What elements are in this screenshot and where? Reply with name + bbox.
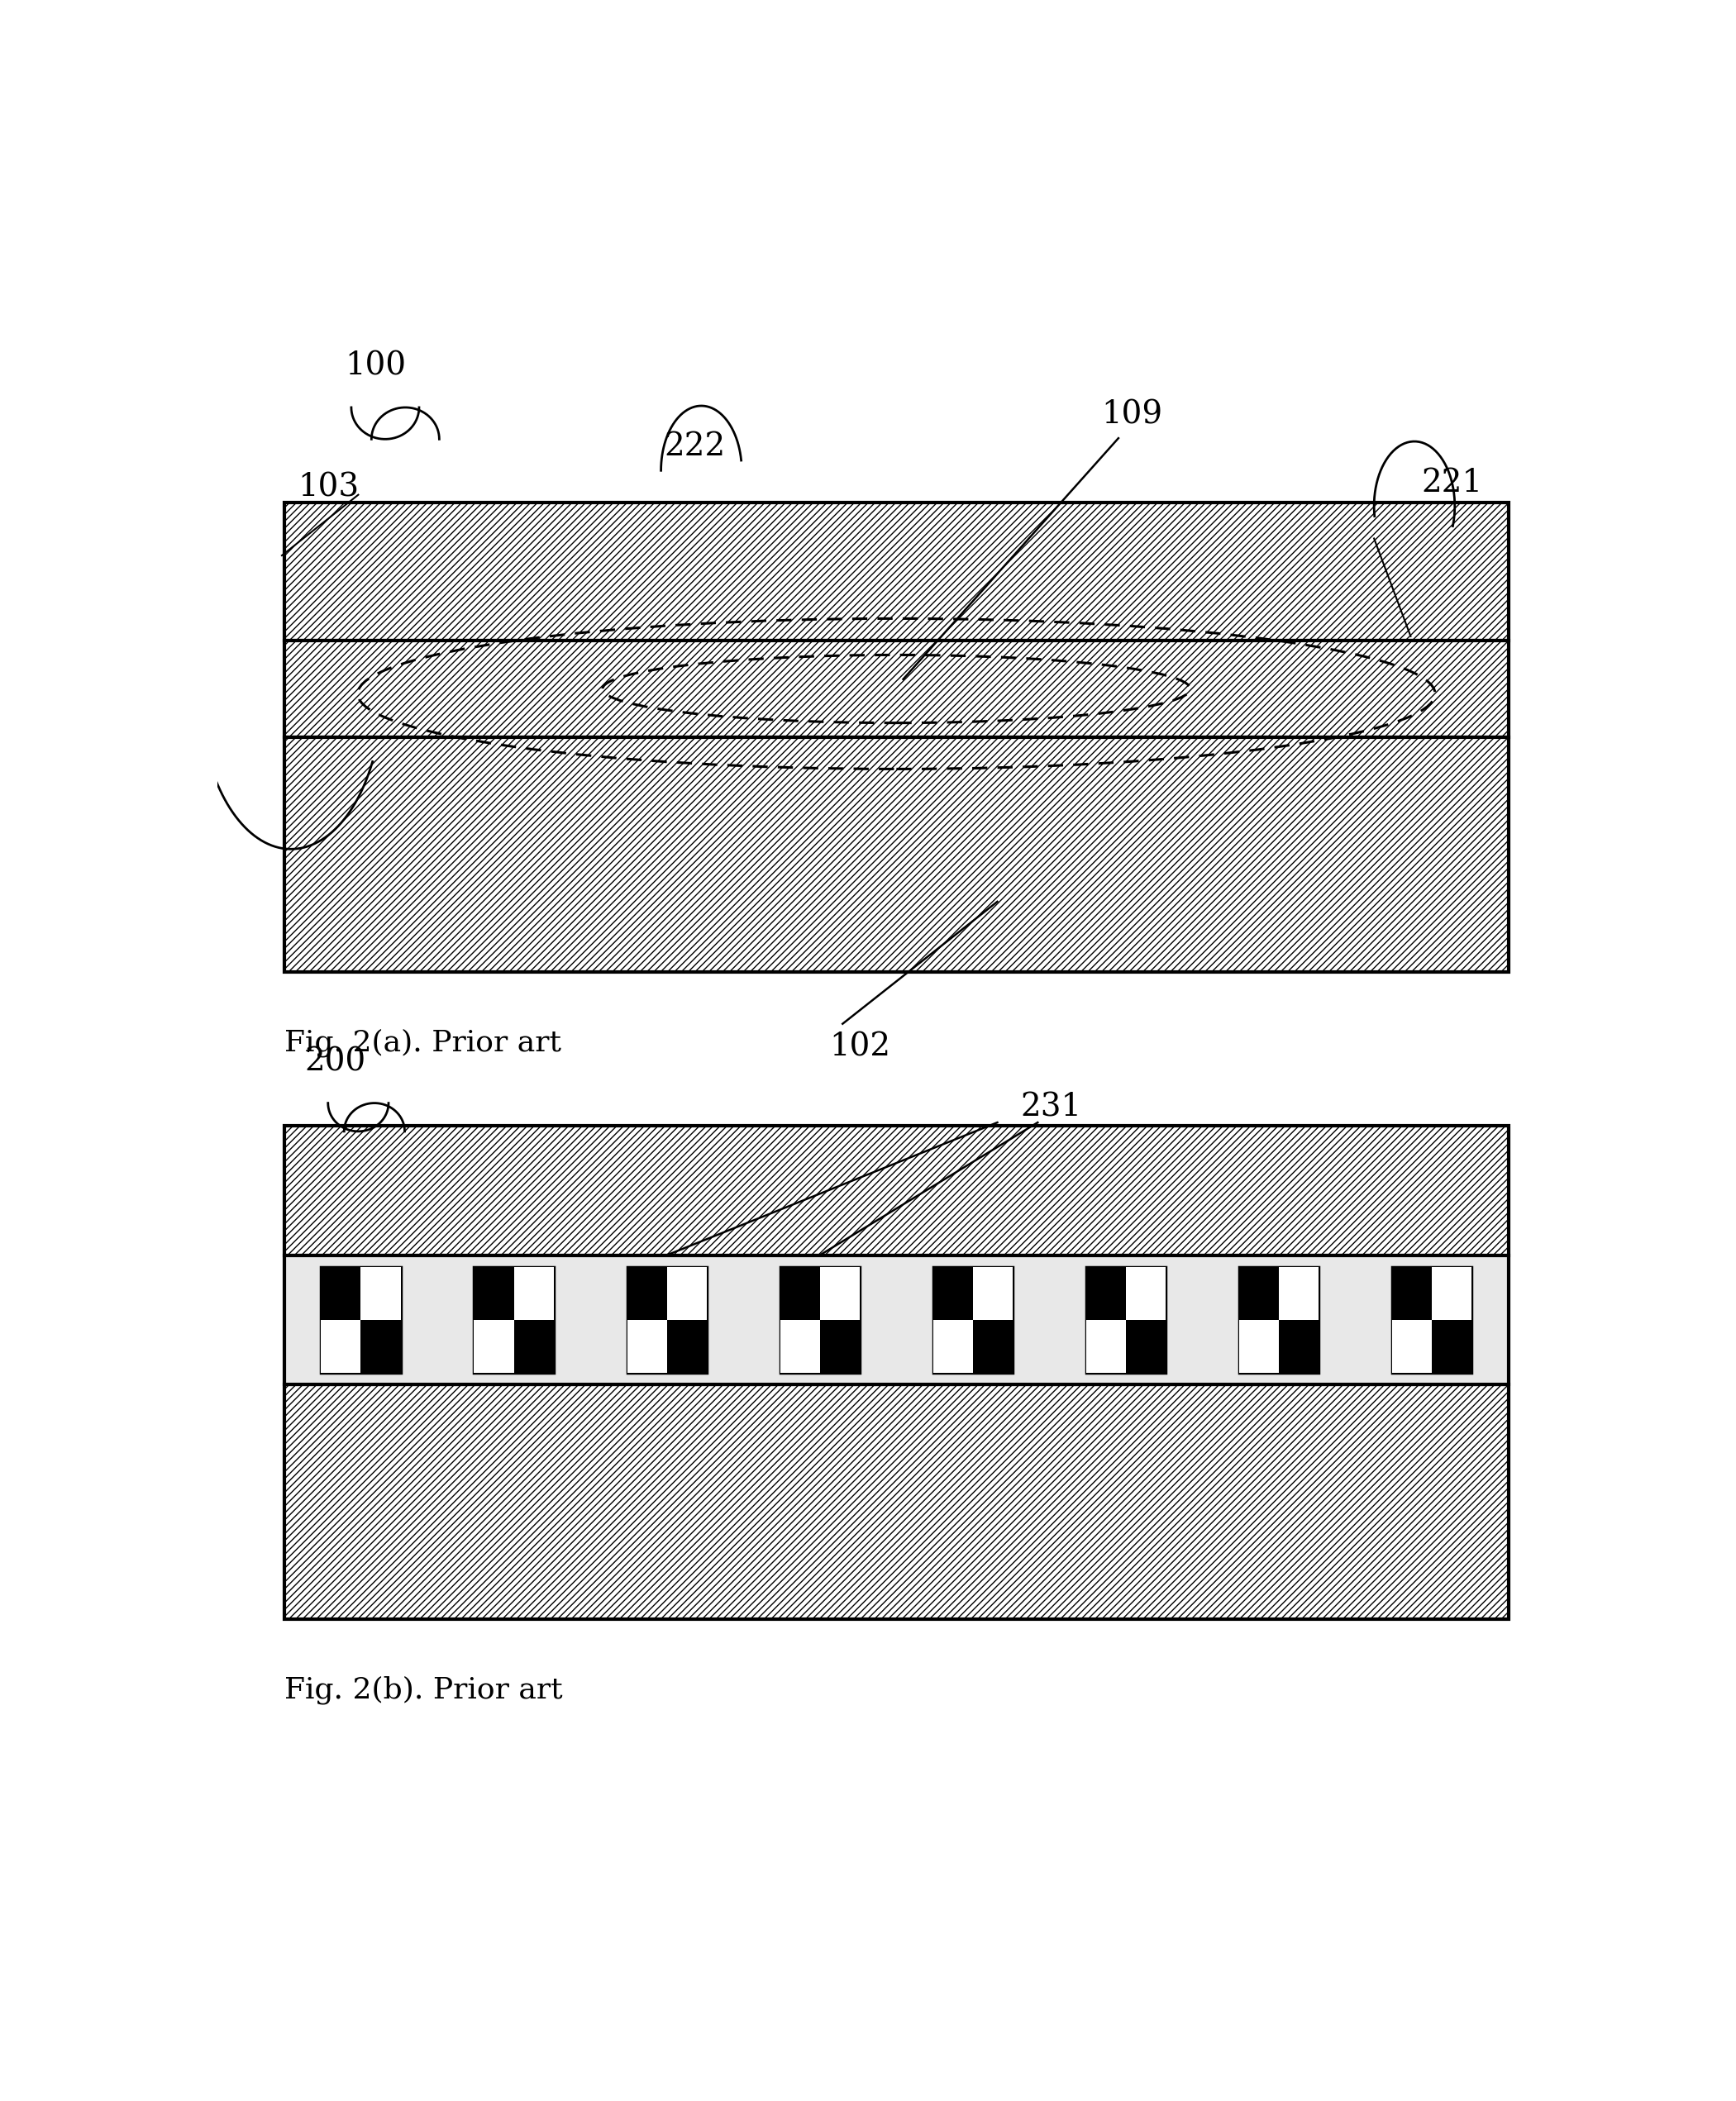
Bar xyxy=(514,1267,554,1319)
Bar xyxy=(779,1267,859,1372)
Bar xyxy=(321,1267,401,1372)
Text: 103: 103 xyxy=(299,473,359,502)
Bar xyxy=(285,1385,1509,1620)
Text: Fig. 2(a). Prior art: Fig. 2(a). Prior art xyxy=(285,1029,561,1057)
Bar xyxy=(819,1319,859,1372)
Bar xyxy=(1392,1319,1432,1372)
Bar xyxy=(474,1267,514,1319)
Bar xyxy=(285,1126,1509,1254)
Bar xyxy=(627,1267,667,1319)
Text: 231: 231 xyxy=(1021,1093,1082,1122)
Bar xyxy=(1087,1267,1127,1319)
Bar xyxy=(361,1319,401,1372)
Bar xyxy=(1240,1267,1319,1372)
Text: Fig. 2(b). Prior art: Fig. 2(b). Prior art xyxy=(285,1677,562,1704)
Bar xyxy=(934,1267,972,1319)
Bar xyxy=(779,1319,819,1372)
Bar xyxy=(1392,1267,1432,1319)
Bar xyxy=(934,1267,1012,1372)
Bar xyxy=(1279,1319,1319,1372)
Bar xyxy=(1240,1267,1279,1319)
Bar xyxy=(285,502,1509,641)
Text: 102: 102 xyxy=(830,1032,891,1063)
Bar xyxy=(1432,1319,1472,1372)
Bar xyxy=(627,1267,707,1372)
Bar xyxy=(321,1267,361,1319)
Bar xyxy=(934,1319,972,1372)
Bar xyxy=(779,1267,819,1319)
Bar xyxy=(667,1267,707,1319)
Bar xyxy=(285,737,1509,973)
Bar xyxy=(819,1267,859,1319)
Text: 221: 221 xyxy=(1422,466,1483,498)
Bar xyxy=(474,1319,514,1372)
Text: 200: 200 xyxy=(304,1046,366,1078)
Bar xyxy=(285,641,1509,737)
Bar xyxy=(514,1319,554,1372)
Bar xyxy=(285,1254,1509,1385)
Bar xyxy=(1127,1319,1167,1372)
Bar xyxy=(667,1319,707,1372)
Bar xyxy=(1127,1267,1167,1319)
Text: 109: 109 xyxy=(1101,399,1163,431)
Bar xyxy=(1279,1267,1319,1319)
Bar xyxy=(361,1267,401,1319)
Bar xyxy=(1087,1267,1167,1372)
Bar xyxy=(1392,1267,1472,1372)
Text: 100: 100 xyxy=(345,351,406,382)
Bar xyxy=(321,1319,361,1372)
Bar xyxy=(1087,1319,1127,1372)
Bar xyxy=(1432,1267,1472,1319)
Bar xyxy=(1240,1319,1279,1372)
Bar xyxy=(972,1319,1012,1372)
Bar xyxy=(627,1319,667,1372)
Bar xyxy=(474,1267,554,1372)
Bar xyxy=(972,1267,1012,1319)
Text: 222: 222 xyxy=(663,433,726,462)
